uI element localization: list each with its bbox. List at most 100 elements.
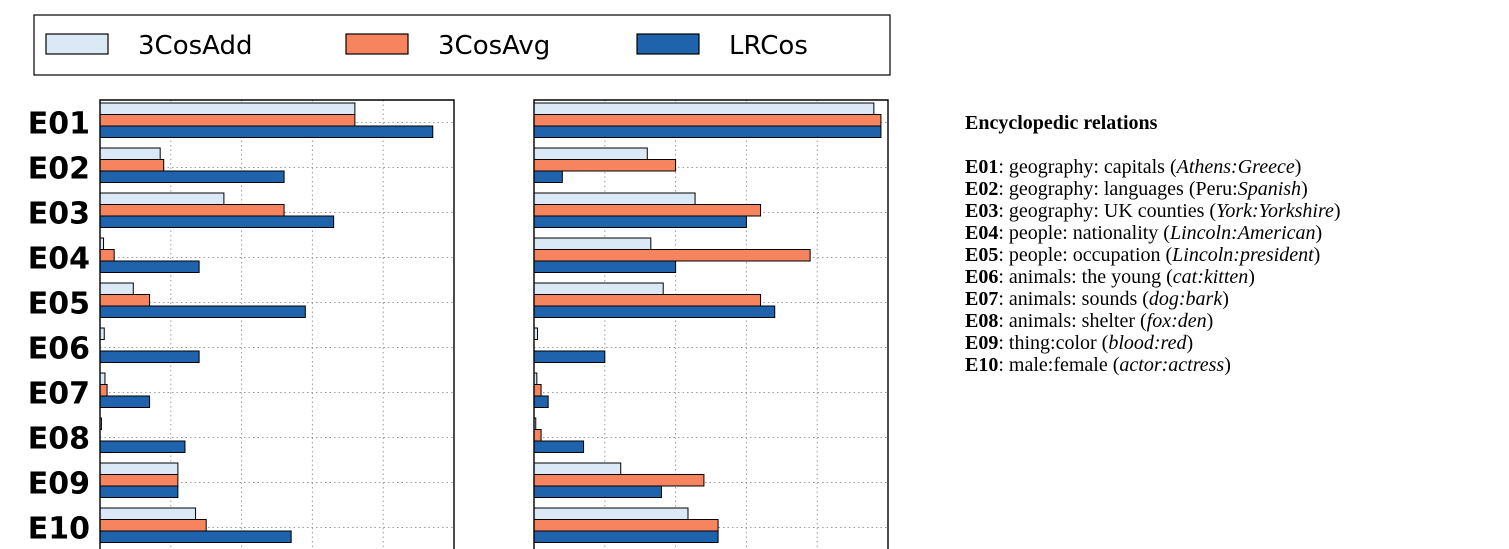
relation-item: E09: thing:color (blood:red) (965, 332, 1505, 354)
relation-text-end: ) (1313, 244, 1321, 266)
legend-swatch-lrcos (636, 33, 700, 55)
relation-example: Athens:Greece (1176, 156, 1295, 178)
bar-lrcos-e08 (99, 440, 186, 453)
bar-3cosavg-e10 (99, 519, 207, 532)
bar-3cosavg-e04 (533, 249, 811, 262)
bar-3cosavg-e03 (533, 204, 762, 217)
bar-lrcos-e09 (99, 485, 179, 498)
category-label-e04: E04 (28, 242, 90, 277)
relation-item: E02: geography: languages (Peru:Spanish) (965, 178, 1505, 200)
bar-lrcos-e05 (99, 305, 306, 318)
bar-3cosadd-e01 (99, 102, 356, 115)
bar-3cosavg-e02 (533, 159, 677, 172)
bar-3cosadd-e10 (533, 507, 689, 520)
bar-3cosadd-e07 (99, 372, 106, 385)
relation-item: E04: people: nationality (Lincoln:Americ… (965, 222, 1505, 244)
bar-3cosavg-e02 (99, 159, 165, 172)
relation-code: E08 (965, 310, 999, 332)
bar-lrcos-e07 (533, 395, 549, 408)
legend-label-3cosavg: 3CosAvg (438, 31, 550, 61)
bar-lrcos-e01 (533, 125, 882, 138)
bar-lrcos-e09 (533, 485, 662, 498)
category-label-e03: E03 (28, 197, 90, 232)
relations-list: E01: geography: capitals (Athens:Greece)… (965, 156, 1505, 376)
relation-text: : people: nationality ( (998, 222, 1170, 244)
relation-example: actor:actress (1119, 354, 1225, 376)
relations-title: Encyclopedic relations (965, 112, 1158, 134)
bar-3cosadd-e09 (533, 462, 622, 475)
relation-code: E06 (965, 266, 999, 288)
relation-text-end: ) (1206, 310, 1214, 332)
panel-right (533, 99, 889, 549)
relation-text: : animals: the young ( (998, 266, 1173, 288)
relation-item: E03: geography: UK counties (York:Yorksh… (965, 200, 1505, 222)
bar-3cosadd-e09 (99, 462, 179, 475)
bar-3cosadd-e01 (533, 102, 875, 115)
bar-lrcos-e03 (99, 215, 335, 228)
relations-panel: Encyclopedic relations E01: geography: c… (965, 112, 1505, 376)
relation-text: : male:female ( (998, 354, 1120, 376)
relation-text: : geography: languages (Peru: (998, 178, 1238, 200)
relation-example: blood:red (1108, 332, 1187, 354)
relation-code: E09 (965, 332, 999, 354)
bar-lrcos-e04 (533, 260, 677, 273)
axes-frame (99, 99, 455, 549)
relation-code: E01 (965, 156, 999, 178)
bar-lrcos-e10 (99, 530, 292, 543)
bar-3cosadd-e04 (533, 237, 652, 250)
bar-3cosadd-e02 (533, 147, 648, 160)
relation-item: E07: animals: sounds (dog:bark) (965, 288, 1505, 310)
bar-3cosavg-e05 (533, 294, 762, 307)
relation-example: Spanish (1237, 178, 1302, 200)
bar-lrcos-e02 (99, 170, 285, 183)
relation-code: E04 (965, 222, 999, 244)
bar-3cosadd-e05 (99, 282, 134, 295)
relation-text-end: ) (1224, 354, 1231, 376)
relation-text-end: ) (1248, 266, 1255, 288)
relation-text: : animals: shelter ( (998, 310, 1147, 332)
legend-swatch-3cosavg (345, 33, 409, 55)
category-label-e06: E06 (28, 332, 90, 367)
bar-lrcos-e10 (533, 530, 719, 543)
bar-3cosavg-e10 (533, 519, 719, 532)
relation-item: E06: animals: the young (cat:kitten) (965, 266, 1505, 288)
bar-lrcos-e06 (99, 350, 200, 363)
relation-code: E10 (965, 354, 999, 376)
bar-3cosavg-e05 (99, 294, 151, 307)
relation-text-end: ) (1294, 156, 1302, 178)
category-label-e09: E09 (28, 467, 90, 502)
relation-example: dog:bark (1148, 288, 1223, 310)
relation-item: E05: people: occupation (Lincoln:preside… (965, 244, 1505, 266)
bar-3cosavg-e07 (99, 384, 108, 397)
relation-example: Lincoln:president (1172, 244, 1314, 266)
bar-3cosadd-e02 (99, 147, 161, 160)
category-label-e10: E10 (28, 512, 90, 547)
category-label-e07: E07 (28, 377, 90, 412)
bar-3cosavg-e01 (99, 114, 356, 127)
relation-text: : thing:color ( (998, 332, 1109, 354)
relation-item: E10: male:female (actor:actress) (965, 354, 1505, 376)
bar-lrcos-e06 (533, 350, 606, 363)
legend-label-lrcos: LRCos (729, 31, 808, 61)
relation-text: : people: occupation ( (998, 244, 1173, 266)
relation-code: E03 (965, 200, 999, 222)
category-label-e08: E08 (28, 422, 90, 457)
bar-3cosavg-e01 (533, 114, 882, 127)
bar-lrcos-e05 (533, 305, 776, 318)
bar-3cosavg-e08 (533, 429, 542, 442)
relation-text: : geography: capitals ( (998, 156, 1177, 178)
bar-3cosavg-e07 (533, 384, 542, 397)
bar-3cosavg-e09 (533, 474, 705, 487)
bar-3cosavg-e04 (99, 249, 115, 262)
relation-item: E01: geography: capitals (Athens:Greece) (965, 156, 1505, 178)
relation-text: : animals: sounds ( (998, 288, 1149, 310)
category-label-e02: E02 (28, 152, 90, 187)
bar-lrcos-e07 (99, 395, 151, 408)
relation-text-end: ) (1186, 332, 1194, 354)
bar-3cosavg-e03 (99, 204, 285, 217)
legend-label-3cosadd: 3CosAdd (138, 31, 253, 61)
relation-example: York:Yorkshire (1216, 200, 1334, 222)
bar-lrcos-e08 (533, 440, 585, 453)
legend-frame (33, 14, 891, 76)
